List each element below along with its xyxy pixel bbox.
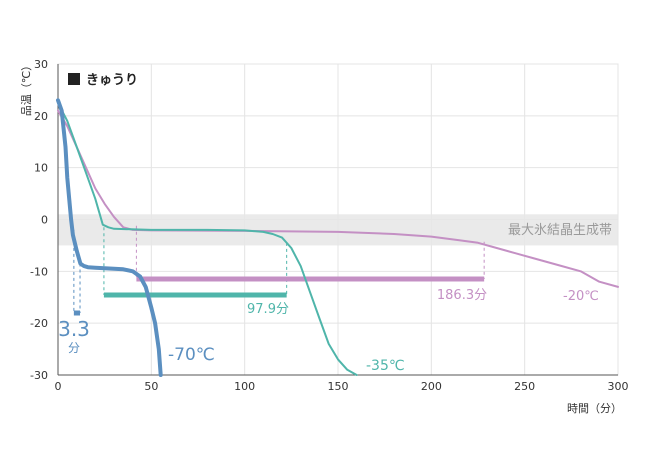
series-label-35: -35℃ <box>366 358 405 374</box>
y-tick-label: -20 <box>30 317 48 330</box>
x-tick-label: 250 <box>514 380 535 393</box>
x-tick-label: 100 <box>234 380 255 393</box>
freeze-time-70: 3.3 <box>58 317 90 341</box>
series-line--35c <box>57 101 358 376</box>
x-tick-label: 150 <box>328 380 349 393</box>
x-tick-label: 50 <box>144 380 158 393</box>
y-tick-label: -30 <box>30 369 48 382</box>
x-axis-title: 時間（分） <box>567 402 622 415</box>
legend: きゅうり <box>68 73 138 88</box>
y-tick-label: 0 <box>41 214 48 227</box>
y-tick-label: 20 <box>34 110 48 123</box>
x-tick-label: 200 <box>421 380 442 393</box>
series-label-70: -70℃ <box>168 345 215 365</box>
labels: -70℃ -35℃ -20℃ 3.3分 97.9分 186.3分 <box>58 288 599 374</box>
series-label-20: -20℃ <box>563 289 599 304</box>
y-tick-label: -10 <box>30 265 48 278</box>
freeze-time-70-unit: 分 <box>68 341 80 355</box>
freeze-time-35: 97.9分 <box>247 302 289 317</box>
series-line--20c <box>57 109 619 288</box>
series-line--70c <box>56 98 163 377</box>
y-tick-label: 30 <box>34 58 48 71</box>
legend-label: きゅうり <box>86 73 138 88</box>
band-label: 最大氷結晶生成帯 <box>508 223 612 238</box>
freeze-bars <box>73 276 485 316</box>
legend-marker <box>68 73 80 85</box>
grid <box>57 63 619 376</box>
x-tick-label: 300 <box>608 380 629 393</box>
series-lines <box>56 98 619 377</box>
y-axis-title: 品温（℃） <box>20 60 33 116</box>
freeze-time-20: 186.3分 <box>437 288 487 303</box>
y-tick-label: 10 <box>34 162 48 175</box>
x-tick-label: 0 <box>55 380 62 393</box>
